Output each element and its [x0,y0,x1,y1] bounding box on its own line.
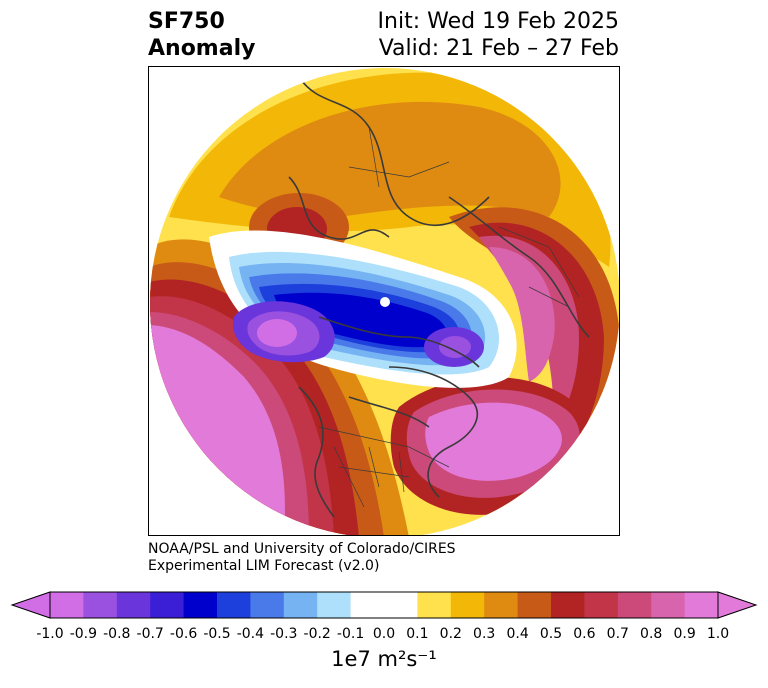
colorbar-cell [116,592,151,618]
north-pole-marker [380,297,390,307]
colorbar-cell [651,592,686,618]
colorbar-tick-label: 0.5 [539,626,563,642]
colorbar-cell [283,592,318,618]
colorbar-over-arrow [717,591,758,619]
colorbar-under-arrow [10,591,51,619]
colorbar-tick-label: 0.0 [372,626,396,642]
init-date: Init: Wed 19 Feb 2025 [377,9,619,34]
colorbar-cell [217,592,251,618]
title-variable: SF750 [148,9,225,34]
colorbar-tick-label: 1.0 [706,626,730,642]
colorbar-tick-label: 0.4 [506,626,529,642]
colorbar-tick-label: 0.3 [473,626,496,642]
colorbar-tick-label: 0.9 [673,626,696,642]
colorbar-cell [450,592,485,618]
credit-line-1: NOAA/PSL and University of Colorado/CIRE… [148,541,456,557]
colorbar-cell [551,592,585,618]
colorbar-cell [584,592,619,618]
colorbar-ticks: -1.0 -0.9 -0.8 -0.7 -0.6 -0.5 -0.4 -0.3 -0.2 -0.1… [0,626,768,646]
valid-range: Valid: 21 Feb – 27 Feb [378,36,619,61]
colorbar-cell [350,592,385,618]
colorbar-cell [50,592,84,618]
colorbar-cell [417,592,452,618]
map-title-left: SF750 Anomaly [148,8,255,62]
colorbar-tick-label: -0.5 [203,626,231,642]
colorbar-tick-label: 0.1 [406,626,429,642]
map-title-right: Init: Wed 19 Feb 2025 Valid: 21 Feb – 27… [378,8,619,62]
colorbar-cell [384,592,418,618]
colorbar-cell [617,592,652,618]
colorbar-cell [150,592,185,618]
map-panel [148,66,620,536]
colorbar-tick-label: 0.2 [439,626,462,642]
anomaly-map [150,68,619,535]
colorbar-outline [49,591,719,619]
title-type: Anomaly [148,36,256,61]
colorbar-tick-label: -0.4 [236,626,265,642]
colorbar-tick-label: -0.6 [169,626,198,642]
credit-text: NOAA/PSL and University of Colorado/CIRE… [148,541,456,575]
borders [318,126,580,508]
colorbar-tick-label: -0.9 [69,626,98,642]
coastlines [288,76,590,518]
credit-line-2: Experimental LIM Forecast (v2.0) [148,558,380,574]
colorbar-cell [484,592,519,618]
colorbar-tick-label: 0.6 [573,626,596,642]
colorbar-tick-label: 0.7 [606,626,629,642]
colorbar-tick-label: -0.1 [336,626,365,642]
colorbar-label: 1e7 m²s⁻¹ [0,647,768,671]
colorbar-cell [684,592,719,618]
colorbar-cell [250,592,285,618]
colorbar-units: 1e7 m²s⁻¹ [331,647,437,671]
colorbar-tick-label: -0.2 [303,626,331,642]
colorbar-tick-label: -1.0 [36,626,64,642]
colorbar-cell [83,592,118,618]
colorbar-cell [517,592,552,618]
colorbar-tick-label: -0.7 [136,626,164,642]
colorbar-cell [183,592,218,618]
colorbar-tick-label: 0.8 [640,626,663,642]
colorbar [10,591,758,619]
colorbar-tick-label: -0.3 [270,626,298,642]
colorbar-cell [317,592,352,618]
colorbar-tick-label: -0.8 [103,626,131,642]
